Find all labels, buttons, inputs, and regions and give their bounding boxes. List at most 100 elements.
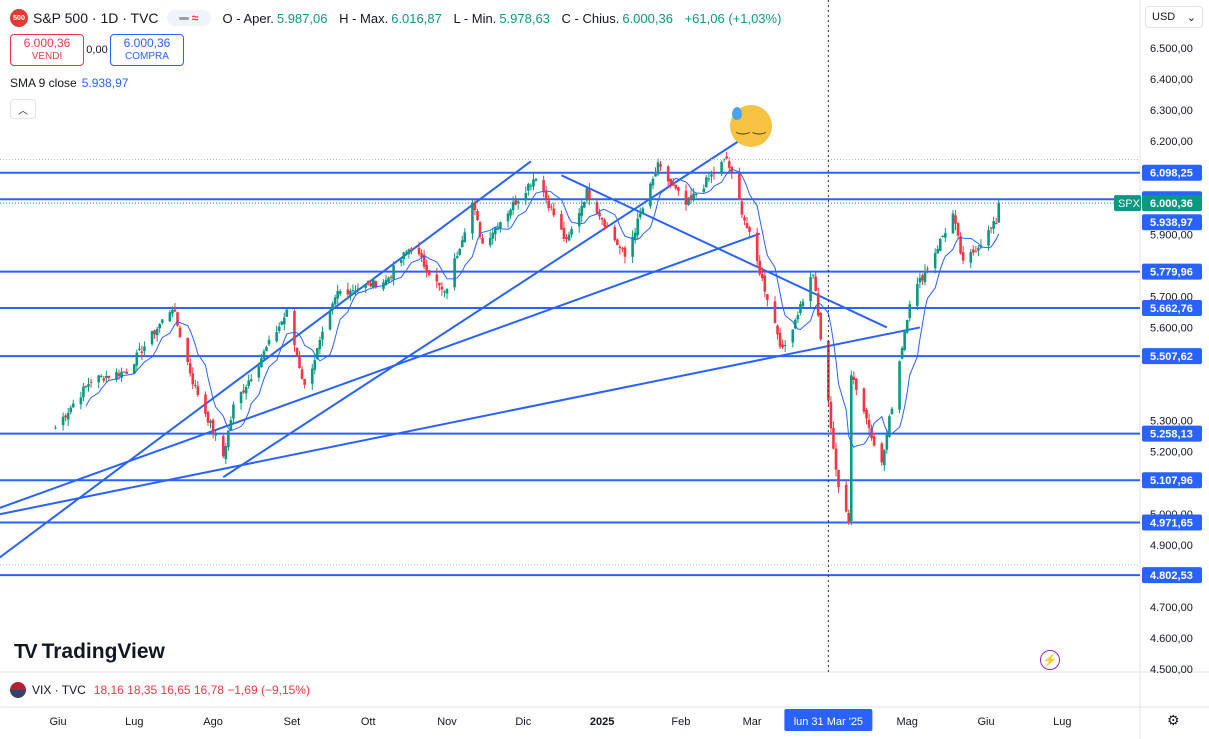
sweating-face-emoji-icon[interactable]: ‿ ‿ [730, 105, 772, 147]
candle-body [855, 378, 858, 390]
chevron-down-icon: ⌄ [1186, 11, 1196, 24]
candle-body [562, 227, 566, 239]
candle-body [54, 427, 57, 429]
candle-body [364, 283, 367, 288]
chart-type-toggle[interactable]: ≈ [166, 10, 211, 26]
sma-legend[interactable]: SMA 9 close 5.938,97 [10, 76, 128, 90]
candle-body [293, 311, 296, 345]
candle-body [872, 436, 876, 446]
candle-body [206, 411, 210, 423]
candle-body [880, 443, 884, 463]
candle-body [595, 202, 599, 214]
candles [54, 151, 1001, 526]
symbol-title[interactable]: S&P 500 · 1D · TVC [33, 10, 159, 26]
candle-body [481, 238, 484, 244]
candle-body [84, 385, 88, 388]
candle-body [829, 401, 833, 429]
candle-body [989, 227, 993, 229]
candle-body [689, 195, 693, 199]
time-scale[interactable]: Giu Lug Ago Set Ott Nov Dic 2025 Feb Mar Mag Giu Lug… [49, 709, 1071, 731]
candle-body [458, 249, 462, 255]
candle-body [440, 286, 444, 290]
candle-body [511, 201, 515, 211]
candle-body [954, 215, 957, 224]
trendline [0, 160, 532, 559]
vix-legend[interactable]: VIX · TVC 18,16 18,35 16,65 16,78 −1,69 … [10, 682, 310, 698]
candle-body [496, 228, 500, 230]
candle-body [285, 309, 289, 317]
candle-body [369, 283, 373, 287]
trendline [0, 326, 921, 516]
price-tick: 4.700,00 [1150, 602, 1193, 614]
candle-body [143, 346, 146, 352]
candle-body [69, 407, 73, 413]
candle-body [547, 200, 551, 209]
candle-body [476, 210, 479, 221]
candle-body [351, 289, 355, 291]
candle-body [516, 201, 520, 204]
candle-body [150, 330, 154, 345]
level-label-box [1142, 263, 1202, 280]
candle-body [427, 270, 431, 276]
candle-body [883, 450, 886, 466]
candle-body [117, 373, 121, 377]
candle-body [417, 247, 421, 255]
level-label: 5.662,76 [1150, 303, 1193, 315]
candle-body [791, 329, 795, 343]
candle-body [173, 309, 177, 312]
vix-name: VIX · TVC [32, 683, 86, 697]
candle-body [527, 183, 530, 191]
candle-body [832, 428, 835, 449]
currency-select[interactable]: USD ⌄ [1145, 6, 1203, 28]
candle-body [865, 409, 868, 419]
candle-body [666, 166, 670, 182]
candle-body [338, 291, 342, 294]
price-tick: 5.300,00 [1150, 416, 1193, 428]
candle-body [888, 416, 891, 437]
candle-body [783, 344, 787, 346]
candle-body [649, 183, 652, 207]
candle-body [972, 249, 975, 253]
candle-body [435, 274, 439, 282]
candle-body [371, 279, 375, 288]
candle-body [66, 412, 70, 420]
ohlc-change: +61,06 (+1,03%) [684, 10, 782, 26]
level-label-box [1142, 299, 1202, 316]
plot-area[interactable] [0, 0, 1140, 672]
level-label: 6.098,25 [1150, 168, 1193, 180]
sweat-drop-icon [732, 107, 742, 120]
candle-body [260, 358, 263, 368]
candle-body [898, 361, 901, 410]
candle-body [443, 291, 446, 293]
candle-body [135, 352, 139, 366]
candle-body [677, 187, 680, 191]
candle-body [242, 390, 245, 393]
buy-button[interactable]: 6.000,36 COMPRA [110, 34, 184, 66]
trendline [560, 174, 888, 329]
candle-body [249, 379, 253, 382]
candle-body [613, 227, 617, 241]
face-eyes-icon: ‿ ‿ [736, 118, 766, 135]
tradingview-logo[interactable]: TV TradingView [14, 640, 165, 664]
candle-body [712, 172, 716, 175]
collapse-legend-button[interactable]: ︿ [10, 99, 36, 119]
lightning-icon[interactable]: ⚡ [1040, 650, 1060, 670]
candle-body [71, 403, 75, 408]
candle-body [755, 232, 759, 261]
gear-icon[interactable]: ⚙ [1167, 712, 1180, 728]
candle-body [659, 164, 662, 167]
candle-body [567, 234, 571, 241]
sma-price-label-box [1142, 214, 1202, 231]
sma-value: 5.938,97 [81, 76, 129, 90]
candle-body [280, 321, 284, 325]
candle-body [346, 289, 350, 295]
candle-body [849, 375, 853, 522]
candle-body [794, 319, 797, 329]
sell-button[interactable]: 6.000,36 VENDI [10, 34, 84, 66]
candle-body [453, 258, 456, 288]
candle-body [918, 277, 922, 283]
candle-body [168, 312, 172, 322]
candle-body [870, 428, 873, 439]
candle-body [422, 254, 426, 267]
